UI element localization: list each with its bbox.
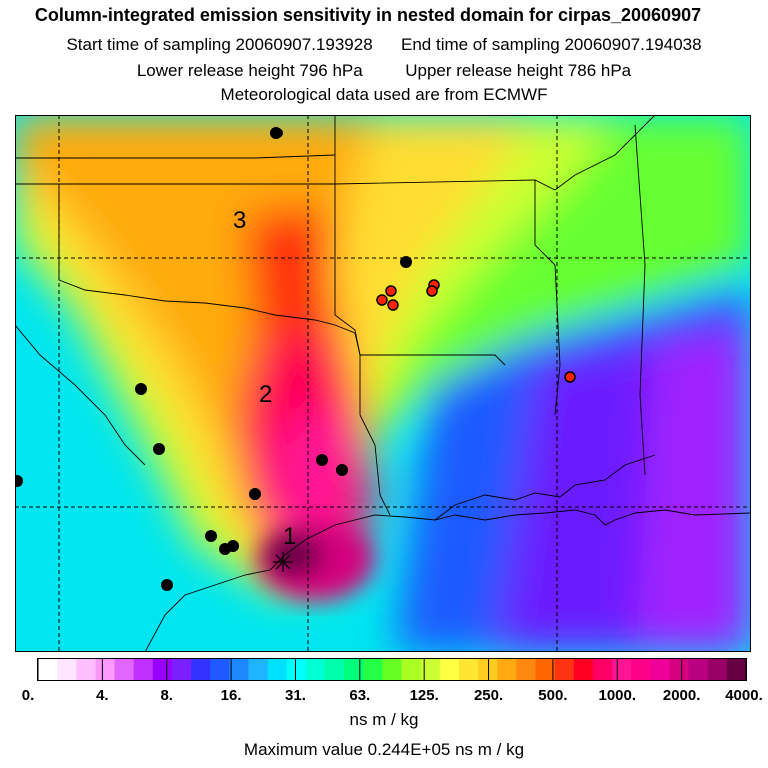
lat-lon-grid xyxy=(15,115,751,652)
site-marker xyxy=(205,530,217,542)
region-label-3: 3 xyxy=(233,207,246,234)
colorbar-swatch xyxy=(554,659,575,680)
colorbar-tick-label: 16. xyxy=(221,687,242,704)
boundaries xyxy=(15,115,751,652)
colorbar-swatch xyxy=(535,659,556,680)
met-data-label: Meteorological data used are from ECMWF xyxy=(220,85,548,104)
black-site-markers xyxy=(15,127,412,591)
colorbar-swatch xyxy=(325,659,345,680)
colorbar-swatch xyxy=(688,659,709,680)
colorbar-swatch xyxy=(210,659,230,680)
colorbar: 0. 4. 8. 16. 31. 63. 125. 250. 500. 1000. 2000. 400… xyxy=(22,658,763,704)
colorbar-units: ns m / kg xyxy=(349,710,419,729)
colorbar-swatch xyxy=(726,659,747,680)
colorbar-swatch xyxy=(305,659,326,680)
colorbar-swatch xyxy=(401,659,422,680)
colorbar-tick-label: 31. xyxy=(285,687,306,704)
site-marker xyxy=(316,454,328,466)
colorbar-tick-label: 4000. xyxy=(725,687,763,704)
colorbar-swatch xyxy=(95,659,116,680)
colorbar-swatch xyxy=(286,659,307,680)
colorbar-swatch xyxy=(152,659,173,680)
site-marker-red xyxy=(387,299,399,311)
colorbar-swatch xyxy=(573,659,594,680)
end-time-label: End time of sampling 20060907.194038 xyxy=(401,35,702,54)
colorbar-swatch xyxy=(612,659,632,680)
colorbar-tick-label: 125. xyxy=(410,687,439,704)
colorbar-swatch xyxy=(229,659,250,680)
release-point-icon xyxy=(273,552,293,572)
colorbar-tick-label: 1000. xyxy=(598,687,636,704)
upper-release-label: Upper release height 786 hPa xyxy=(405,61,632,80)
colorbar-swatch xyxy=(344,659,364,680)
site-marker-red xyxy=(564,371,576,383)
colorbar-swatch xyxy=(382,659,403,680)
lower-release-label: Lower release height 796 hPa xyxy=(136,61,363,80)
colorbar-tick-label: 8. xyxy=(160,687,173,704)
region-label-2: 2 xyxy=(259,381,272,408)
colorbar-ticks: 0. 4. 8. 16. 31. 63. 125. 250. 500. 1000. 2000. 400… xyxy=(22,659,763,704)
site-marker xyxy=(336,464,348,476)
site-marker xyxy=(161,579,173,591)
site-marker-red xyxy=(376,294,388,306)
site-marker xyxy=(249,488,261,500)
colorbar-tick-label: 250. xyxy=(474,687,503,704)
site-marker xyxy=(153,443,165,455)
colorbar-swatch xyxy=(248,659,269,680)
site-marker-red xyxy=(385,285,397,297)
red-site-markers xyxy=(376,279,576,383)
colorbar-tick-label: 63. xyxy=(349,687,370,704)
colorbar-swatch xyxy=(669,659,690,680)
colorbar-swatch xyxy=(171,659,192,680)
colorbar-swatch xyxy=(363,659,384,680)
colorbar-tick-label: 0. xyxy=(22,687,35,704)
map-frame xyxy=(15,115,751,652)
colorbar-swatch xyxy=(133,659,154,680)
colorbar-swatch xyxy=(38,659,58,680)
colorbar-swatch xyxy=(478,659,498,680)
colorbar-swatches xyxy=(38,659,747,680)
colorbar-tick-label: 4. xyxy=(96,687,109,704)
site-marker xyxy=(15,475,23,487)
emission-sensitivity-map: 1 2 3 xyxy=(15,115,751,652)
colorbar-swatch xyxy=(57,659,77,680)
chart-title: Column-integrated emission sensitivity i… xyxy=(34,5,702,25)
region-label-1: 1 xyxy=(283,523,296,550)
site-marker xyxy=(273,128,283,138)
site-marker xyxy=(400,256,412,268)
colorbar-swatch xyxy=(191,659,211,680)
site-marker xyxy=(227,540,239,552)
colorbar-swatch xyxy=(114,659,135,680)
colorbar-swatch xyxy=(267,659,288,680)
colorbar-swatch xyxy=(420,659,441,680)
colorbar-swatch xyxy=(439,659,460,680)
colorbar-swatch xyxy=(516,659,537,680)
colorbar-tick-label: 2000. xyxy=(663,687,701,704)
colorbar-swatch xyxy=(76,659,97,680)
colorbar-swatch xyxy=(631,659,651,680)
start-time-label: Start time of sampling 20060907.193928 xyxy=(66,35,373,54)
release-heights: Lower release height 796 hPa Upper relea… xyxy=(0,61,768,81)
site-marker xyxy=(135,383,147,395)
site-marker-red xyxy=(426,285,438,297)
colorbar-swatch xyxy=(592,659,613,680)
colorbar-tick-label: 500. xyxy=(538,687,567,704)
colorbar-swatch xyxy=(458,659,479,680)
colorbar-swatch xyxy=(650,659,671,680)
sampling-times: Start time of sampling 20060907.193928 E… xyxy=(0,35,768,55)
sensitivity-field: 1 2 3 xyxy=(15,115,751,652)
maximum-value-label: Maximum value 0.244E+05 ns m / kg xyxy=(243,740,525,759)
colorbar-swatch xyxy=(707,659,728,680)
colorbar-swatch xyxy=(497,659,517,680)
